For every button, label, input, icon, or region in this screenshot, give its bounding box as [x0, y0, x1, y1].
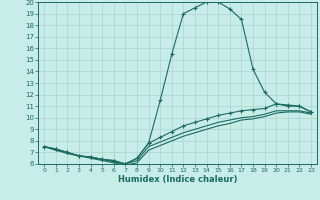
X-axis label: Humidex (Indice chaleur): Humidex (Indice chaleur)	[118, 175, 237, 184]
